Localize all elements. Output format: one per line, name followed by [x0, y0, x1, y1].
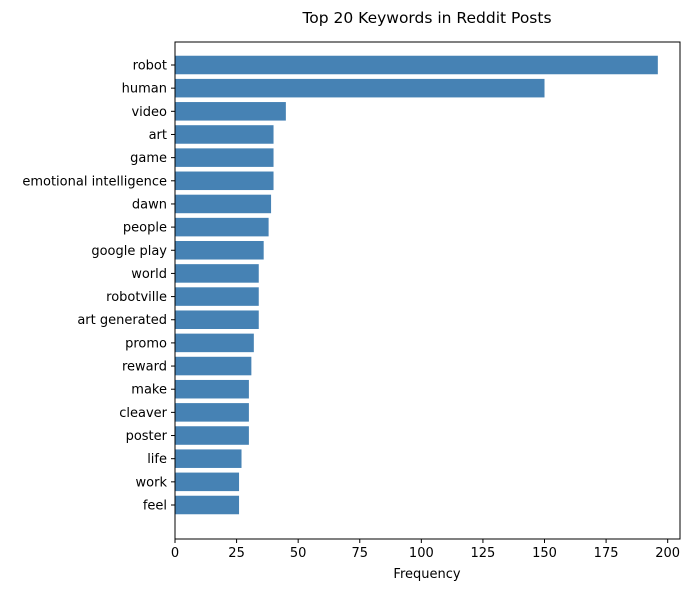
x-tick-label: 200	[655, 546, 680, 561]
bar-make	[175, 379, 249, 399]
bars-layer	[175, 55, 658, 515]
bar-work	[175, 472, 240, 492]
bar-art	[175, 125, 274, 144]
category-label: people	[123, 221, 167, 236]
x-tick-label: 75	[351, 546, 368, 561]
category-label: dawn	[132, 197, 167, 212]
category-label: google play	[91, 244, 167, 259]
x-tick-label: 50	[290, 546, 307, 561]
category-label: life	[147, 452, 167, 467]
bar-robotville	[175, 287, 259, 306]
bar-poster	[175, 426, 249, 445]
x-tick-label: 100	[409, 546, 434, 561]
bar-life	[175, 449, 242, 468]
category-label: art generated	[77, 313, 167, 328]
x-axis-ticks: 0 25 50 75 100 125 150 175 200	[171, 539, 680, 561]
category-label: poster	[126, 429, 168, 444]
category-label: art	[149, 128, 167, 143]
bar-cleaver	[175, 403, 249, 422]
x-tick-label: 25	[228, 546, 245, 561]
category-label: game	[130, 151, 167, 166]
bar-people	[175, 217, 269, 237]
category-label: reward	[122, 360, 167, 375]
category-label: promo	[125, 336, 167, 351]
category-label: cleaver	[119, 406, 167, 421]
bar-feel	[175, 495, 240, 515]
bar-reward	[175, 356, 252, 376]
bar-robot	[175, 55, 658, 75]
category-label: feel	[143, 499, 167, 514]
category-label: human	[122, 82, 167, 97]
bar-google-play	[175, 241, 264, 260]
category-label: robot	[133, 59, 167, 74]
x-axis-label: Frequency	[393, 567, 460, 582]
bar-art-generated	[175, 310, 259, 329]
category-label: robotville	[106, 290, 167, 305]
x-tick-label: 175	[594, 546, 619, 561]
bar-promo	[175, 333, 254, 353]
x-tick-label: 150	[532, 546, 557, 561]
bar-video	[175, 102, 286, 121]
category-label: make	[131, 383, 167, 398]
category-labels: robot human video art game emotional intellig…	[22, 59, 175, 514]
bar-dawn	[175, 194, 272, 214]
bar-human	[175, 78, 545, 98]
category-label: work	[136, 475, 168, 490]
axes-frame	[174, 41, 681, 540]
category-label: video	[131, 105, 167, 120]
bar-world	[175, 264, 259, 283]
plot-frame	[174, 41, 681, 540]
x-tick-label: 125	[471, 546, 496, 561]
bar-emotional-intelligence	[175, 171, 274, 191]
chart-title: Top 20 Keywords in Reddit Posts	[301, 9, 551, 27]
x-tick-label: 0	[171, 546, 179, 561]
category-label: world	[131, 267, 167, 282]
bar-game	[175, 148, 274, 167]
category-label: emotional intelligence	[22, 174, 167, 189]
